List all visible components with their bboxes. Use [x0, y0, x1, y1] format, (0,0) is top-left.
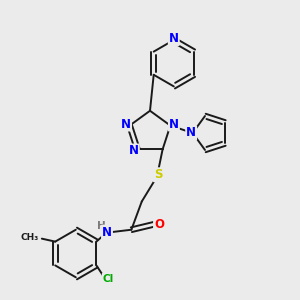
- Text: O: O: [154, 218, 164, 231]
- Text: H: H: [97, 220, 106, 231]
- Text: S: S: [154, 168, 162, 181]
- Text: N: N: [102, 226, 112, 238]
- Text: N: N: [169, 32, 179, 45]
- Text: N: N: [169, 118, 179, 130]
- Text: N: N: [129, 145, 139, 158]
- Text: N: N: [186, 127, 196, 140]
- Text: Cl: Cl: [103, 274, 114, 284]
- Text: N: N: [121, 118, 131, 130]
- Text: CH₃: CH₃: [21, 233, 39, 242]
